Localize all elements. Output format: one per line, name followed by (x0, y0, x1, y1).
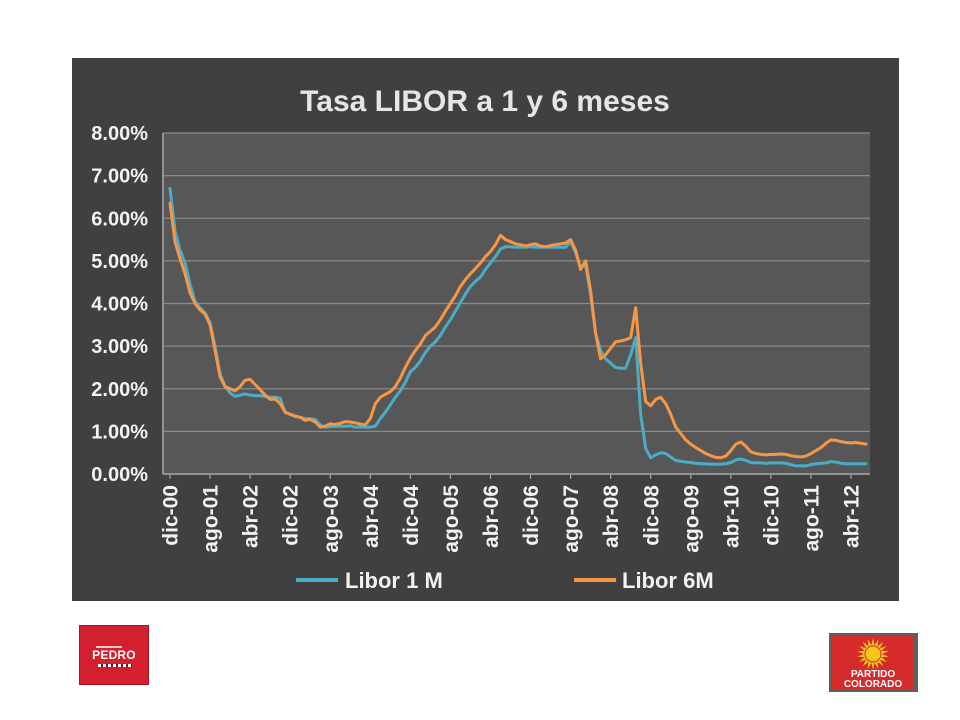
x-tick-label: dic-02 (280, 485, 303, 546)
y-tick-label: 8.00% (91, 123, 148, 145)
pedro-logo: PEDRO (79, 625, 149, 685)
series-line-libor6m (168, 201, 868, 460)
axes (162, 133, 870, 479)
x-tick-label: ago-09 (680, 485, 703, 553)
y-tick-label: 5.00% (91, 251, 148, 273)
x-tick-label: abr-08 (600, 485, 623, 548)
x-tick-label: ago-07 (560, 485, 583, 553)
pedro-logo-tagline-mark (96, 646, 122, 648)
x-tick-label: dic-00 (160, 485, 183, 546)
sun-icon (864, 645, 882, 663)
x-tick-label: abr-06 (480, 485, 503, 548)
legend-label-libor-6m: Libor 6M (622, 568, 714, 593)
x-tick-label: ago-05 (440, 485, 463, 553)
partido-colorado-logo: PARTIDO COLORADO (829, 633, 918, 692)
x-tick-label: ago-01 (200, 485, 223, 553)
y-tick-label: 4.00% (91, 294, 148, 316)
y-axis-tick-labels: 0.00% 1.00% 2.00% 3.00% 4.00% 5.00% 6.00% 7.00%… (91, 123, 148, 486)
x-tick-label: dic-04 (400, 485, 423, 546)
y-tick-label: 3.00% (91, 336, 148, 358)
x-tick-label: abr-12 (841, 485, 864, 548)
x-tick-label: dic-08 (640, 485, 663, 546)
partido-colorado-emblem: PARTIDO COLORADO (829, 633, 918, 692)
gridlines (163, 132, 870, 432)
logo-text-colorado: COLORADO (844, 679, 903, 690)
y-tick-label: 0.00% (91, 464, 148, 486)
legend-label-libor-1m: Libor 1 M (345, 568, 443, 593)
x-tick-label: dic-10 (760, 485, 783, 546)
x-tick-label: ago-03 (320, 485, 343, 553)
logo-text-partido: PARTIDO (851, 669, 895, 680)
y-tick-label: 2.00% (91, 379, 148, 401)
x-tick-label: ago-11 (800, 485, 823, 552)
y-tick-label: 6.00% (91, 208, 148, 230)
x-tick-label: dic-06 (520, 485, 543, 546)
x-tick-label: abr-04 (360, 485, 383, 548)
libor-line-chart: Tasa LIBOR a 1 y 6 meses 0.00% 1.00% 2.00%… (91, 85, 870, 593)
pedro-logo-stripe (98, 664, 132, 667)
y-tick-label: 1.00% (91, 421, 148, 443)
series-lines (168, 186, 868, 468)
x-tick-label: abr-10 (720, 485, 743, 548)
chart-title: Tasa LIBOR a 1 y 6 meses (300, 85, 670, 118)
y-tick-label: 7.00% (91, 166, 148, 188)
x-tick-label: abr-02 (240, 485, 263, 548)
chart-panel: Tasa LIBOR a 1 y 6 meses 0.00% 1.00% 2.00%… (72, 58, 899, 601)
pedro-logo-name: PEDRO (92, 648, 136, 662)
x-axis-tick-labels: dic-00 ago-01 abr-02 dic-02 ago-03 abr-04 dic-… (160, 485, 864, 553)
legend: Libor 1 M Libor 6M (296, 568, 714, 593)
